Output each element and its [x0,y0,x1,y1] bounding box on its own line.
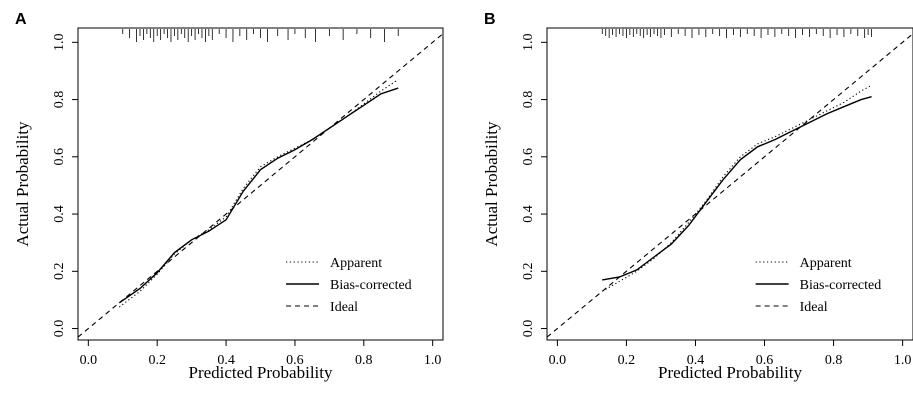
x-tick-label: 0.8 [355,353,373,368]
x-axis-title: Predicted Probability [658,363,803,382]
x-tick-label: 0.2 [148,353,166,368]
panel-label: A [15,11,27,28]
legend: Apparent Bias-corrected Ideal [286,256,412,315]
series-line-bias-corrected [118,87,399,304]
x-tick-label: 1.0 [894,353,912,368]
series-line-apparent [118,79,399,308]
legend-label: Apparent [800,256,852,271]
series-line-bias-corrected [602,96,872,281]
plot-frame [546,27,913,341]
x-tick-label: 0.4 [217,353,235,368]
y-tick-label: 0.2 [52,263,67,281]
legend: Apparent Bias-corrected Ideal [755,256,882,315]
legend-label: Apparent [330,256,382,271]
x-tick-label: 0.6 [286,353,304,368]
x-axis-title: Predicted Probability [188,363,333,382]
x-tick-label: 0.0 [549,353,567,368]
y-axis-title: Actual Probability [13,121,32,247]
y-tick-label: 0.0 [52,320,67,338]
y-tick-label: 0.8 [521,91,536,109]
y-tick-label: 1.0 [52,34,67,52]
y-tick-label: 0.8 [52,91,67,109]
y-axis-title: Actual Probability [482,121,501,247]
legend-label: Ideal [330,300,358,315]
plot-frame [77,27,444,341]
y-tick-label: 0.2 [521,263,536,281]
legend-label: Ideal [800,300,828,315]
y-tick-label: 0.4 [521,205,536,223]
y-tick-label: 0.0 [521,320,536,338]
x-tick-label: 0.8 [825,353,843,368]
x-tick-label: 0.4 [687,353,705,368]
rug-marks [122,29,399,42]
y-tick-label: 1.0 [521,34,536,52]
panel-b: B 0.0 0.2 0.4 0.6 0.8 1.0 0.0 0.2 0.4 0.6 0.8 1.0 Pre… [482,11,913,382]
y-tick-label: 0.6 [521,148,536,166]
x-tick-label: 0.2 [618,353,636,368]
x-tick-label: 1.0 [424,353,442,368]
legend-label: Bias-corrected [330,278,412,293]
series-line-apparent [601,84,872,292]
rug-marks [601,29,872,38]
y-tick-label: 0.6 [52,148,67,166]
x-tick-label: 0.0 [80,353,98,368]
series-line-ideal [78,33,443,338]
legend-label: Bias-corrected [800,278,882,293]
y-tick-label: 0.4 [52,205,67,223]
series-line-ideal [547,33,913,338]
x-tick-label: 0.6 [756,353,774,368]
panel-a: A 0.0 0.2 0.4 0.6 0.8 1.0 0.0 0.2 0.4 0.6 0.8 1.0 Pre… [13,11,444,382]
panel-label: B [484,11,496,28]
